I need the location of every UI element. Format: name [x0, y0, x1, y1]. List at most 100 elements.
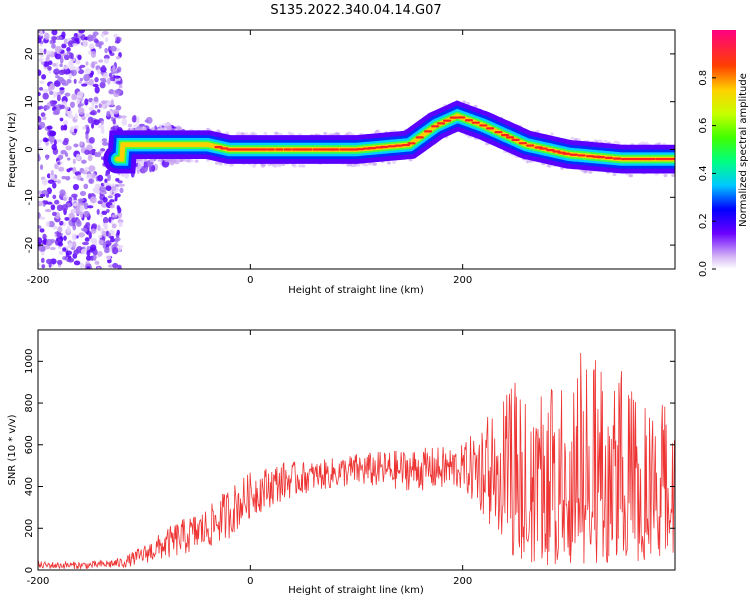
spectrogram-noise-cell [41, 190, 49, 196]
spectrogram-noise-cell [114, 40, 120, 44]
spectrogram-noise-cell [100, 120, 105, 126]
spectrogram-halo-cell [150, 159, 155, 163]
spectrogram-noise-cell [44, 138, 50, 142]
spectrogram-noise-cell [109, 199, 115, 203]
spectrogram-noise-cell [74, 37, 80, 42]
spectrogram-noise-cell [65, 175, 71, 181]
spectrogram-noise-cell [66, 109, 73, 117]
spectrogram-halo-cell [137, 127, 142, 131]
spectrogram-noise-cell [48, 85, 52, 92]
spectrogram-noise-cell [54, 199, 60, 205]
spectrogram-halo-cell [612, 172, 617, 177]
spectrogram-halo-cell [179, 158, 184, 163]
spectrogram-noise-cell [66, 46, 71, 52]
spectrogram-noise-cell [86, 250, 91, 257]
spectrogram-noise-cell [46, 258, 53, 265]
spectrogram-noise-cell [97, 125, 105, 129]
spectrogram-noise-cell [64, 217, 70, 221]
spectrogram-noise-cell [104, 37, 109, 43]
spectrogram-noise-cell [108, 89, 115, 95]
spectrogram-noise-cell [112, 262, 119, 269]
spectrogram-noise-cell [46, 238, 53, 247]
spectrogram-noise-cell [76, 98, 80, 105]
spectrogram-noise-cell [78, 30, 86, 34]
spectrogram-noise-cell [86, 173, 93, 180]
spectrogram-noise-cell [76, 67, 80, 72]
spectrogram-noise-cell [91, 122, 95, 129]
spectrogram-noise-cell [87, 205, 94, 209]
spectrogram-noise-cell [61, 82, 69, 86]
spectrogram-noise-cell [38, 69, 42, 76]
spectrogram-noise-cell [94, 86, 100, 94]
spectrogram-noise-cell [76, 218, 81, 225]
spectrogram-noise-cell [67, 157, 71, 161]
spectrogram-halo-cell [277, 164, 282, 168]
spectrogram-noise-cell [86, 144, 93, 152]
spectrogram-noise-cell [71, 233, 77, 241]
spectrogram-noise-cell [51, 30, 58, 36]
spectrogram-noise-cell [96, 266, 101, 269]
spectrogram-noise-cell [82, 241, 89, 246]
spectrogram-noise-cell [38, 237, 43, 244]
spectrogram-noise-cell [41, 61, 45, 65]
spectrogram-noise-cell [111, 185, 117, 192]
spectrogram-halo-cell [536, 129, 541, 134]
spectrogram-noise-cell [76, 153, 81, 161]
spectrogram-noise-cell [110, 237, 116, 243]
spectrogram-noise-cell [81, 115, 86, 121]
spectrogram-noise-cell [39, 164, 44, 170]
spectrogram-noise-cell [98, 43, 102, 49]
spectrogram-halo-cell [262, 163, 267, 167]
spectrogram-noise-cell [59, 104, 66, 110]
spectrogram-halo-cell [151, 126, 156, 131]
spectrogram-noise-cell [90, 50, 97, 58]
spectrogram-noise-cell [59, 87, 65, 91]
spectrogram-noise-cell [105, 185, 112, 192]
spectrogram-marks [38, 30, 675, 269]
spectrogram-xlabel: Height of straight line (km) [288, 285, 424, 296]
spectrogram-noise-cell [42, 88, 49, 93]
spectrogram-noise-cell [39, 216, 46, 220]
spectrogram-noise-cell [84, 149, 90, 155]
x-tick-label: 200 [453, 275, 472, 286]
spectrogram-noise-cell [91, 223, 98, 229]
spectrogram-noise-cell [71, 93, 78, 101]
spectrogram-noise-cell [84, 68, 92, 75]
spectrogram-noise-cell [38, 200, 44, 207]
spectrogram-noise-cell [73, 128, 78, 134]
spectrogram-noise-cell [43, 105, 50, 111]
spectrogram-noise-cell [72, 158, 76, 165]
spectrogram-noise-cell [92, 254, 97, 261]
spectrogram-noise-cell [67, 114, 74, 119]
spectrogram-noise-cell [103, 54, 110, 60]
y-tick-label: 10 [24, 95, 35, 108]
spectrogram-noise-cell [97, 250, 103, 257]
spectrogram-noise-cell [101, 65, 106, 70]
spectrogram-noise-cell [87, 116, 94, 124]
spectrogram-halo-cell [178, 126, 183, 130]
spectrogram-noise-cell [79, 204, 85, 213]
spectrogram-noise-cell [81, 83, 88, 87]
spectrogram-noise-cell [114, 238, 119, 244]
spectrogram-noise-cell [100, 33, 105, 38]
colorbar-tick-label: 0.0 [698, 261, 709, 277]
spectrogram-noise-cell [77, 69, 85, 75]
spectrogram-noise-cell [102, 141, 108, 146]
spectrogram-noise-cell [116, 229, 120, 236]
spectrogram-noise-cell [59, 69, 66, 74]
spectrogram-noise-cell [59, 117, 64, 122]
spectrogram-noise-cell [116, 56, 121, 60]
spectrogram-noise-cell [87, 34, 94, 42]
spectrogram-halo-cell [301, 164, 306, 168]
spectrogram-noise-cell [48, 220, 55, 228]
spectrogram-noise-cell [78, 107, 85, 115]
snr-ylabel: SNR (10 * v/v) [7, 414, 18, 485]
spectrogram-noise-cell [98, 59, 104, 63]
spectrogram-noise-cell [76, 174, 82, 181]
spectrogram-noise-cell [38, 48, 43, 52]
spectrogram-noise-cell [78, 232, 85, 238]
spectrogram-halo-cell [120, 173, 125, 177]
spectrogram-noise-cell [92, 83, 99, 88]
spectrogram-noise-cell [56, 259, 63, 265]
spectrogram-noise-cell [64, 92, 71, 97]
